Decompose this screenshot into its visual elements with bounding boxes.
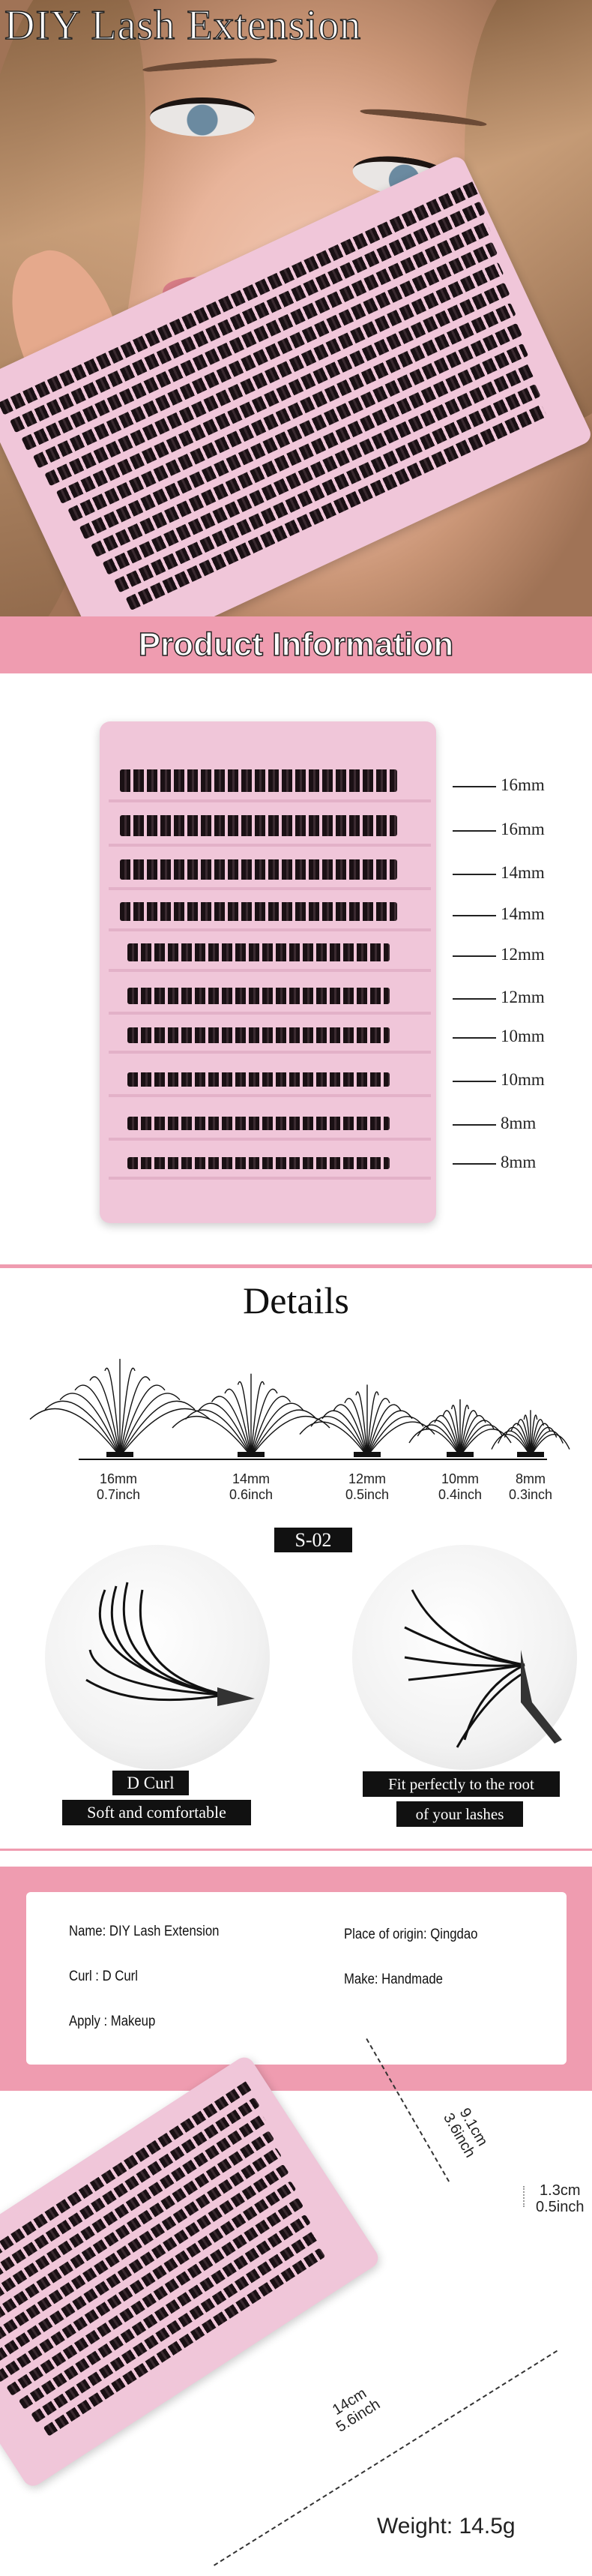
info-apply: Apply : Makeup [69,2014,156,2029]
lash-row [127,1117,390,1130]
width-dimension: 9.1cm 3.6inch [440,2102,492,2161]
banner-title: Product Information [138,625,454,664]
lash-cluster [491,1410,570,1457]
tray-shelf [109,799,431,802]
length-label: 12mm [501,945,545,964]
d-curl-closeup [45,1545,270,1770]
soft-comfortable-label: Soft and comfortable [62,1800,251,1825]
length-pointer-line [453,830,496,832]
length-pointer-line [453,1037,496,1039]
size-inch: 0.6inch [229,1487,274,1502]
lash-row [127,1027,390,1043]
fit-root-label: Fit perfectly to the root [363,1771,560,1797]
length-label: 8mm [501,1153,537,1171]
lash-row [127,1072,390,1087]
length-pointer-line [453,786,496,787]
length-label: 16mm [501,820,545,838]
weight-label: Weight: 14.5g [377,2514,516,2539]
info-curl: Curl : D Curl [69,1969,138,1984]
lash-closeup-icon [85,1582,255,1706]
length-pointer-line [453,955,496,957]
info-make: Make: Handmade [344,1972,443,1987]
length-pointer-line [453,1163,496,1165]
lash-cluster [172,1373,330,1457]
length-pointer-line [453,998,496,1000]
tray-shelf [109,887,431,890]
lash-length-illustration [29,1359,570,1457]
size-label: 16mm 0.7inch [77,1471,160,1503]
length-label: 10mm [501,1070,545,1089]
length-pointer-line [453,1124,496,1126]
height-inch: 0.5inch [536,2199,585,2215]
style-code-badge: S-02 [274,1528,352,1552]
size-mm: 8mm [516,1471,546,1486]
d-curl-label: D Curl [112,1771,189,1795]
size-inch: 0.7inch [96,1487,141,1502]
tray-shelf [109,1012,431,1015]
divider [0,1264,592,1268]
eye [150,97,255,136]
tray-shelf [109,844,431,847]
lash-cluster [408,1399,512,1457]
lash-cluster [29,1359,211,1457]
length-label: 10mm [501,1027,545,1045]
tray-shelf [109,969,431,972]
length-label: 12mm [501,988,545,1006]
lash-row [127,987,390,1004]
your-lashes-label: of your lashes [396,1801,523,1827]
lash-closeup-icon [404,1589,562,1748]
size-mm: 12mm [348,1471,386,1486]
eyebrow [142,55,278,76]
baseline [79,1459,547,1460]
divider [0,1849,592,1851]
size-inch: 0.5inch [345,1487,390,1502]
size-label: 8mm 0.3inch [489,1471,572,1503]
size-label: 10mm 0.4inch [419,1471,501,1503]
tray-shelf [109,928,431,931]
length-label: 14mm [501,863,545,882]
lash-tray-front [100,721,436,1223]
lash-cluster [299,1384,435,1457]
length-pointer-line [453,915,496,916]
tray-shelf [109,1177,431,1180]
length-label: 8mm [501,1114,537,1132]
hero-image: DIY Lash Extension [0,0,592,616]
lash-row [120,769,397,792]
lash-row [120,859,397,880]
size-inch: 0.3inch [508,1487,553,1502]
lash-row [120,901,397,921]
info-origin: Place of origin: Qingdao [344,1927,478,1942]
height-cm: 1.3cm [540,2182,581,2199]
size-label: 14mm 0.6inch [210,1471,292,1503]
tray-shelf [109,1094,431,1097]
height-dimension-line [523,2186,525,2207]
size-inch: 0.4inch [438,1487,483,1502]
size-label: 12mm 0.5inch [326,1471,408,1503]
lash-tray-dimensions [0,2053,382,2490]
hero-title: DIY Lash Extension [4,1,362,49]
lash-row [127,1156,390,1169]
info-card [26,1892,567,2065]
size-mm: 14mm [232,1471,270,1486]
length-pointer-line [453,1081,496,1082]
length-pointer-line [453,874,496,875]
length-label: 14mm [501,904,545,923]
length-dimension: 14cm 5.6inch [324,2382,383,2435]
product-information-banner: Product Information [0,616,592,673]
height-dimension: 1.3cm 0.5inch [536,2182,585,2215]
size-mm: 16mm [99,1471,137,1486]
tray-shelf [109,1051,431,1054]
length-label: 16mm [501,775,545,794]
size-mm: 10mm [441,1471,479,1486]
details-title: Details [243,1279,349,1321]
tray-shelf [109,1138,431,1141]
lash-row [127,943,390,961]
info-name: Name: DIY Lash Extension [69,1924,220,1939]
root-fit-closeup [352,1545,577,1770]
lash-row [120,814,397,836]
